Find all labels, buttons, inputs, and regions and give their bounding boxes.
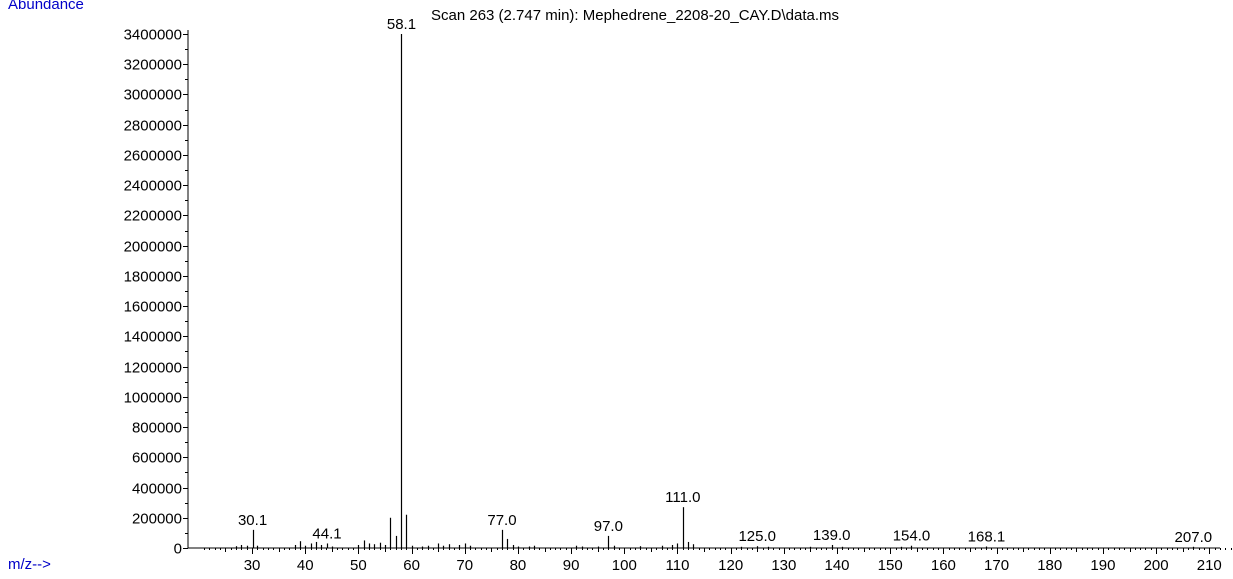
x-tick-label: 30 (244, 557, 261, 574)
y-tick-label: 2600000 (124, 148, 182, 165)
y-tick-label: 200000 (132, 511, 182, 528)
y-tick-label: 1200000 (124, 360, 182, 377)
y-tick-label: 3000000 (124, 87, 182, 104)
peak-label: 207.0 (1175, 529, 1213, 546)
x-tick-label: 150 (878, 557, 903, 574)
y-axis-title: Abundance (8, 0, 84, 13)
spectrum-peaks (235, 34, 1195, 548)
y-tick-label: 2000000 (124, 239, 182, 256)
x-tick-label: 120 (718, 557, 743, 574)
x-tick-label: 50 (350, 557, 367, 574)
x-axis-title: m/z--> (8, 556, 51, 573)
x-tick-label: 90 (563, 557, 580, 574)
peak-label: 77.0 (487, 512, 516, 529)
x-tick-label: 190 (1090, 557, 1115, 574)
y-tick-label: 3400000 (124, 27, 182, 44)
peak-label: 139.0 (813, 527, 851, 544)
x-tick-label: 200 (1144, 557, 1169, 574)
x-tick-label: 100 (612, 557, 637, 574)
peak-label: 58.1 (387, 16, 416, 33)
peak-label: 168.1 (968, 528, 1006, 545)
y-tick-label: 600000 (132, 450, 182, 467)
axes (187, 30, 1220, 549)
x-tick-label: 80 (510, 557, 527, 574)
y-tick-label: 0 (174, 541, 182, 558)
y-tick-label: 2800000 (124, 118, 182, 135)
peak-label: 30.1 (238, 512, 267, 529)
y-tick-label: 1800000 (124, 269, 182, 286)
chart-title: Scan 263 (2.747 min): Mephedrene_2208-20… (431, 7, 839, 24)
peak-label: 125.0 (738, 528, 776, 545)
y-tick-label: 2400000 (124, 178, 182, 195)
peak-label: 111.0 (665, 489, 700, 506)
x-tick-label: 180 (1037, 557, 1062, 574)
y-tick-label: 800000 (132, 420, 182, 437)
y-tick-label: 1000000 (124, 390, 182, 407)
x-tick-label: 210 (1197, 557, 1222, 574)
y-tick-label: 1600000 (124, 299, 182, 316)
y-axis-ticks: 0 200000 400000 600000 800000 1000000 1200000 1… (124, 27, 188, 558)
x-tick-label: 140 (825, 557, 850, 574)
peak-labels: 30.1 44.1 58.1 77.0 97.0 111.0 125.0 139.0 154.0… (238, 16, 1212, 546)
x-tick-label: 170 (984, 557, 1009, 574)
x-tick-label: 160 (931, 557, 956, 574)
x-tick-label: 60 (403, 557, 420, 574)
x-tick-label: 130 (771, 557, 796, 574)
y-tick-label: 1400000 (124, 329, 182, 346)
peak-label: 44.1 (312, 525, 341, 542)
x-axis-ticks: 30 40 50 60 70 80 90 100 110 120 130 140 150 160 170 18… (204, 548, 1232, 574)
y-tick-label: 2200000 (124, 208, 182, 225)
peak-label: 97.0 (594, 518, 623, 535)
y-tick-label: 3200000 (124, 57, 182, 74)
x-tick-label: 70 (456, 557, 473, 574)
x-tick-label: 40 (297, 557, 314, 574)
y-tick-label: 400000 (132, 481, 182, 498)
peak-label: 154.0 (893, 528, 931, 545)
x-tick-label: 110 (666, 557, 690, 574)
